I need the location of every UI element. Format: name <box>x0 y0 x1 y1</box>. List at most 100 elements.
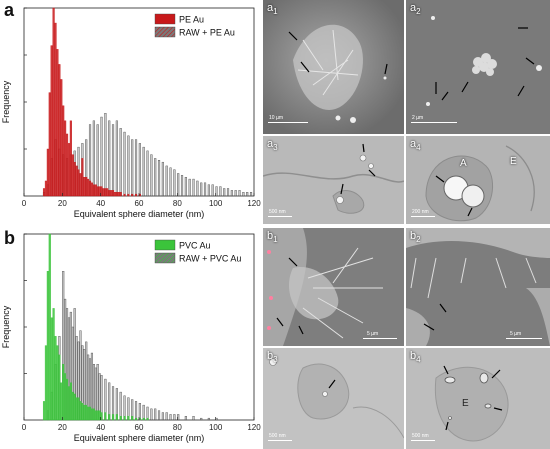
scale-text-b1: 5 µm <box>367 331 379 337</box>
chart-a-y-axis-label: Frequency <box>1 80 11 123</box>
chart-b-bar <box>169 414 172 421</box>
chart-b-bar <box>52 308 55 421</box>
micrograph-a1-image <box>263 0 404 134</box>
chart-a-x-tick-label: 100 <box>209 199 223 208</box>
chart-a-bar <box>123 193 126 197</box>
chart-b-bar <box>173 414 176 421</box>
chart-a-bar <box>108 120 111 197</box>
chart-b-bar <box>88 406 92 421</box>
chart-b-bar <box>207 417 210 421</box>
chart-a-bar <box>188 178 191 197</box>
panel-letter-b: b <box>4 228 15 248</box>
micrograph-b1-image <box>263 228 404 346</box>
micrograph-a3: a3 500 nm <box>263 136 404 224</box>
chart-a-bar <box>211 184 214 197</box>
chart-a-bar <box>52 7 55 197</box>
scale-bar-b4 <box>411 440 435 441</box>
scale-text-a4: 200 nm <box>412 209 429 215</box>
chart-b-bar <box>79 401 82 421</box>
chart-a-bar <box>203 182 207 197</box>
chart-a-bar <box>196 180 199 197</box>
chart-a-bar <box>127 135 130 197</box>
chart-b-bar <box>150 408 153 421</box>
chart-b-bar <box>184 416 187 421</box>
chart-b-bar <box>48 233 51 421</box>
chart-a-bar <box>173 169 176 197</box>
chart-b-x-tick-label: 20 <box>58 423 67 432</box>
chart-a-bar <box>54 22 57 197</box>
chart-a-bar <box>223 188 226 197</box>
chart-a-x-tick-label: 20 <box>58 199 67 208</box>
chart-a-bar <box>85 176 88 197</box>
micrograph-b4: b4 E 500 nm <box>406 348 550 449</box>
chart-a-bar <box>157 160 161 197</box>
chart-b-legend: PVC Au RAW + PVC Au <box>154 239 241 264</box>
chart-a-bar <box>88 180 92 197</box>
chart-b-bar <box>65 378 69 421</box>
chart-b-y-axis-label: Frequency <box>1 305 11 348</box>
chart-b-x-tick-label: 120 <box>247 423 261 432</box>
chart-a-bar <box>138 143 141 197</box>
chart-a-bar <box>230 190 233 197</box>
scale-text-a1: 10 µm <box>269 115 283 121</box>
chart-a-bar <box>207 184 210 197</box>
chart-a-bar <box>102 188 105 197</box>
micrograph-b4-image <box>406 348 550 449</box>
chart-b-x-axis-label: Equivalent sphere diameter (nm) <box>74 433 205 443</box>
micrograph-b2-image <box>406 228 550 346</box>
micrograph-a3-image <box>263 136 404 224</box>
chart-a-bar <box>192 178 195 197</box>
chart-a-legend-swatch <box>154 26 176 38</box>
sublabel-b4: b4 <box>410 350 421 365</box>
chart-a-bar <box>104 113 107 197</box>
chart-b-legend-label: RAW + PVC Au <box>179 254 241 264</box>
chart-b-bar <box>108 414 111 421</box>
sublabel-a3: a3 <box>267 138 278 153</box>
chart-b-bar <box>69 382 72 421</box>
chart-a-bar <box>123 131 126 197</box>
micrograph-b2: b2 5 µm <box>406 228 550 346</box>
chart-a-bar <box>62 105 65 197</box>
chart-a-bar <box>77 169 80 197</box>
chart-a-bar <box>100 116 103 197</box>
chart-a-bar <box>46 148 49 197</box>
chart-b-bar <box>119 416 122 421</box>
chart-a-bar <box>200 182 203 197</box>
region-label-a4-A: A <box>460 158 467 169</box>
chart-b-bar <box>146 417 149 421</box>
chart-a-bar <box>67 143 71 197</box>
scale-bar-a3 <box>268 216 292 217</box>
chart-b-bar <box>71 391 74 421</box>
chart-a-bar <box>134 139 138 197</box>
chart-a-x-tick-label: 120 <box>247 199 261 208</box>
scale-bar-a4 <box>411 216 435 217</box>
chart-a-bar <box>96 124 99 197</box>
chart-b-bar <box>123 416 126 421</box>
micrograph-b1: b1 5 µm <box>263 228 404 346</box>
chart-a-bar <box>161 161 164 197</box>
chart-b-bar <box>100 412 103 421</box>
histogram-b: 0 20 40 60 80 100 120 Equivalent sphere diamete… <box>1 233 261 443</box>
sublabel-a4: a4 <box>410 138 421 153</box>
chart-a-bar <box>154 158 157 197</box>
chart-b-bar <box>64 373 67 421</box>
chart-a-bar <box>96 186 99 197</box>
scale-text-b3: 500 nm <box>269 433 286 439</box>
chart-a-bar <box>146 150 149 197</box>
chart-a-bar <box>104 188 107 197</box>
sublabel-b2: b2 <box>410 230 421 245</box>
chart-b-bar <box>154 408 157 421</box>
chart-a-x-tick-label: 80 <box>173 199 182 208</box>
sublabel-a2: a2 <box>410 2 421 17</box>
chart-a-bar <box>111 124 115 197</box>
chart-a-bar <box>115 120 118 197</box>
scale-bar-a1 <box>268 122 308 123</box>
chart-a-bar <box>111 190 115 197</box>
region-label-b4-E: E <box>462 398 469 409</box>
sublabel-a1: a1 <box>267 2 278 17</box>
chart-a-bar <box>50 45 53 197</box>
micrograph-a2: a2 2 µm <box>406 0 550 134</box>
chart-a-x-axis-label: Equivalent sphere diameter (nm) <box>74 209 205 219</box>
chart-b-bar <box>94 410 97 421</box>
chart-a-legend: PE Au RAW + PE Au <box>154 13 235 38</box>
